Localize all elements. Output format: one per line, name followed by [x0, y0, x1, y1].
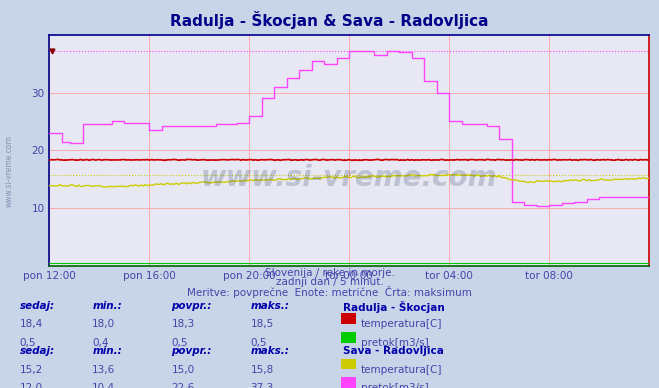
Text: www.si-vreme.com: www.si-vreme.com — [5, 135, 14, 207]
Text: maks.:: maks.: — [250, 346, 289, 356]
Text: 18,0: 18,0 — [92, 319, 115, 329]
Text: temperatura[C]: temperatura[C] — [361, 319, 443, 329]
Text: 12,0: 12,0 — [20, 383, 43, 388]
Text: 0,5: 0,5 — [20, 338, 36, 348]
Text: 18,3: 18,3 — [171, 319, 194, 329]
Text: sedaj:: sedaj: — [20, 346, 55, 356]
Text: maks.:: maks.: — [250, 301, 289, 311]
Text: Radulja - Škocjan: Radulja - Škocjan — [343, 301, 444, 313]
Text: sedaj:: sedaj: — [20, 301, 55, 311]
Text: povpr.:: povpr.: — [171, 346, 212, 356]
Text: 0,4: 0,4 — [92, 338, 109, 348]
Text: zadnji dan / 5 minut.: zadnji dan / 5 minut. — [275, 277, 384, 288]
Text: 10,4: 10,4 — [92, 383, 115, 388]
Text: 15,0: 15,0 — [171, 365, 194, 375]
Text: Radulja - Škocjan & Sava - Radovljica: Radulja - Škocjan & Sava - Radovljica — [170, 11, 489, 29]
Text: temperatura[C]: temperatura[C] — [361, 365, 443, 375]
Text: 18,5: 18,5 — [250, 319, 273, 329]
Text: 15,2: 15,2 — [20, 365, 43, 375]
Text: min.:: min.: — [92, 346, 122, 356]
Text: Meritve: povprečne  Enote: metrične  Črta: maksimum: Meritve: povprečne Enote: metrične Črta:… — [187, 286, 472, 298]
Text: Slovenija / reke in morje.: Slovenija / reke in morje. — [264, 268, 395, 279]
Text: min.:: min.: — [92, 301, 122, 311]
Text: 22,6: 22,6 — [171, 383, 194, 388]
Text: povpr.:: povpr.: — [171, 301, 212, 311]
Text: 15,8: 15,8 — [250, 365, 273, 375]
Text: 0,5: 0,5 — [171, 338, 188, 348]
Text: pretok[m3/s]: pretok[m3/s] — [361, 383, 429, 388]
Text: pretok[m3/s]: pretok[m3/s] — [361, 338, 429, 348]
Text: 13,6: 13,6 — [92, 365, 115, 375]
Text: Sava - Radovljica: Sava - Radovljica — [343, 346, 444, 356]
Text: 0,5: 0,5 — [250, 338, 267, 348]
Text: 37,3: 37,3 — [250, 383, 273, 388]
Text: 18,4: 18,4 — [20, 319, 43, 329]
Text: www.si-vreme.com: www.si-vreme.com — [201, 164, 498, 192]
